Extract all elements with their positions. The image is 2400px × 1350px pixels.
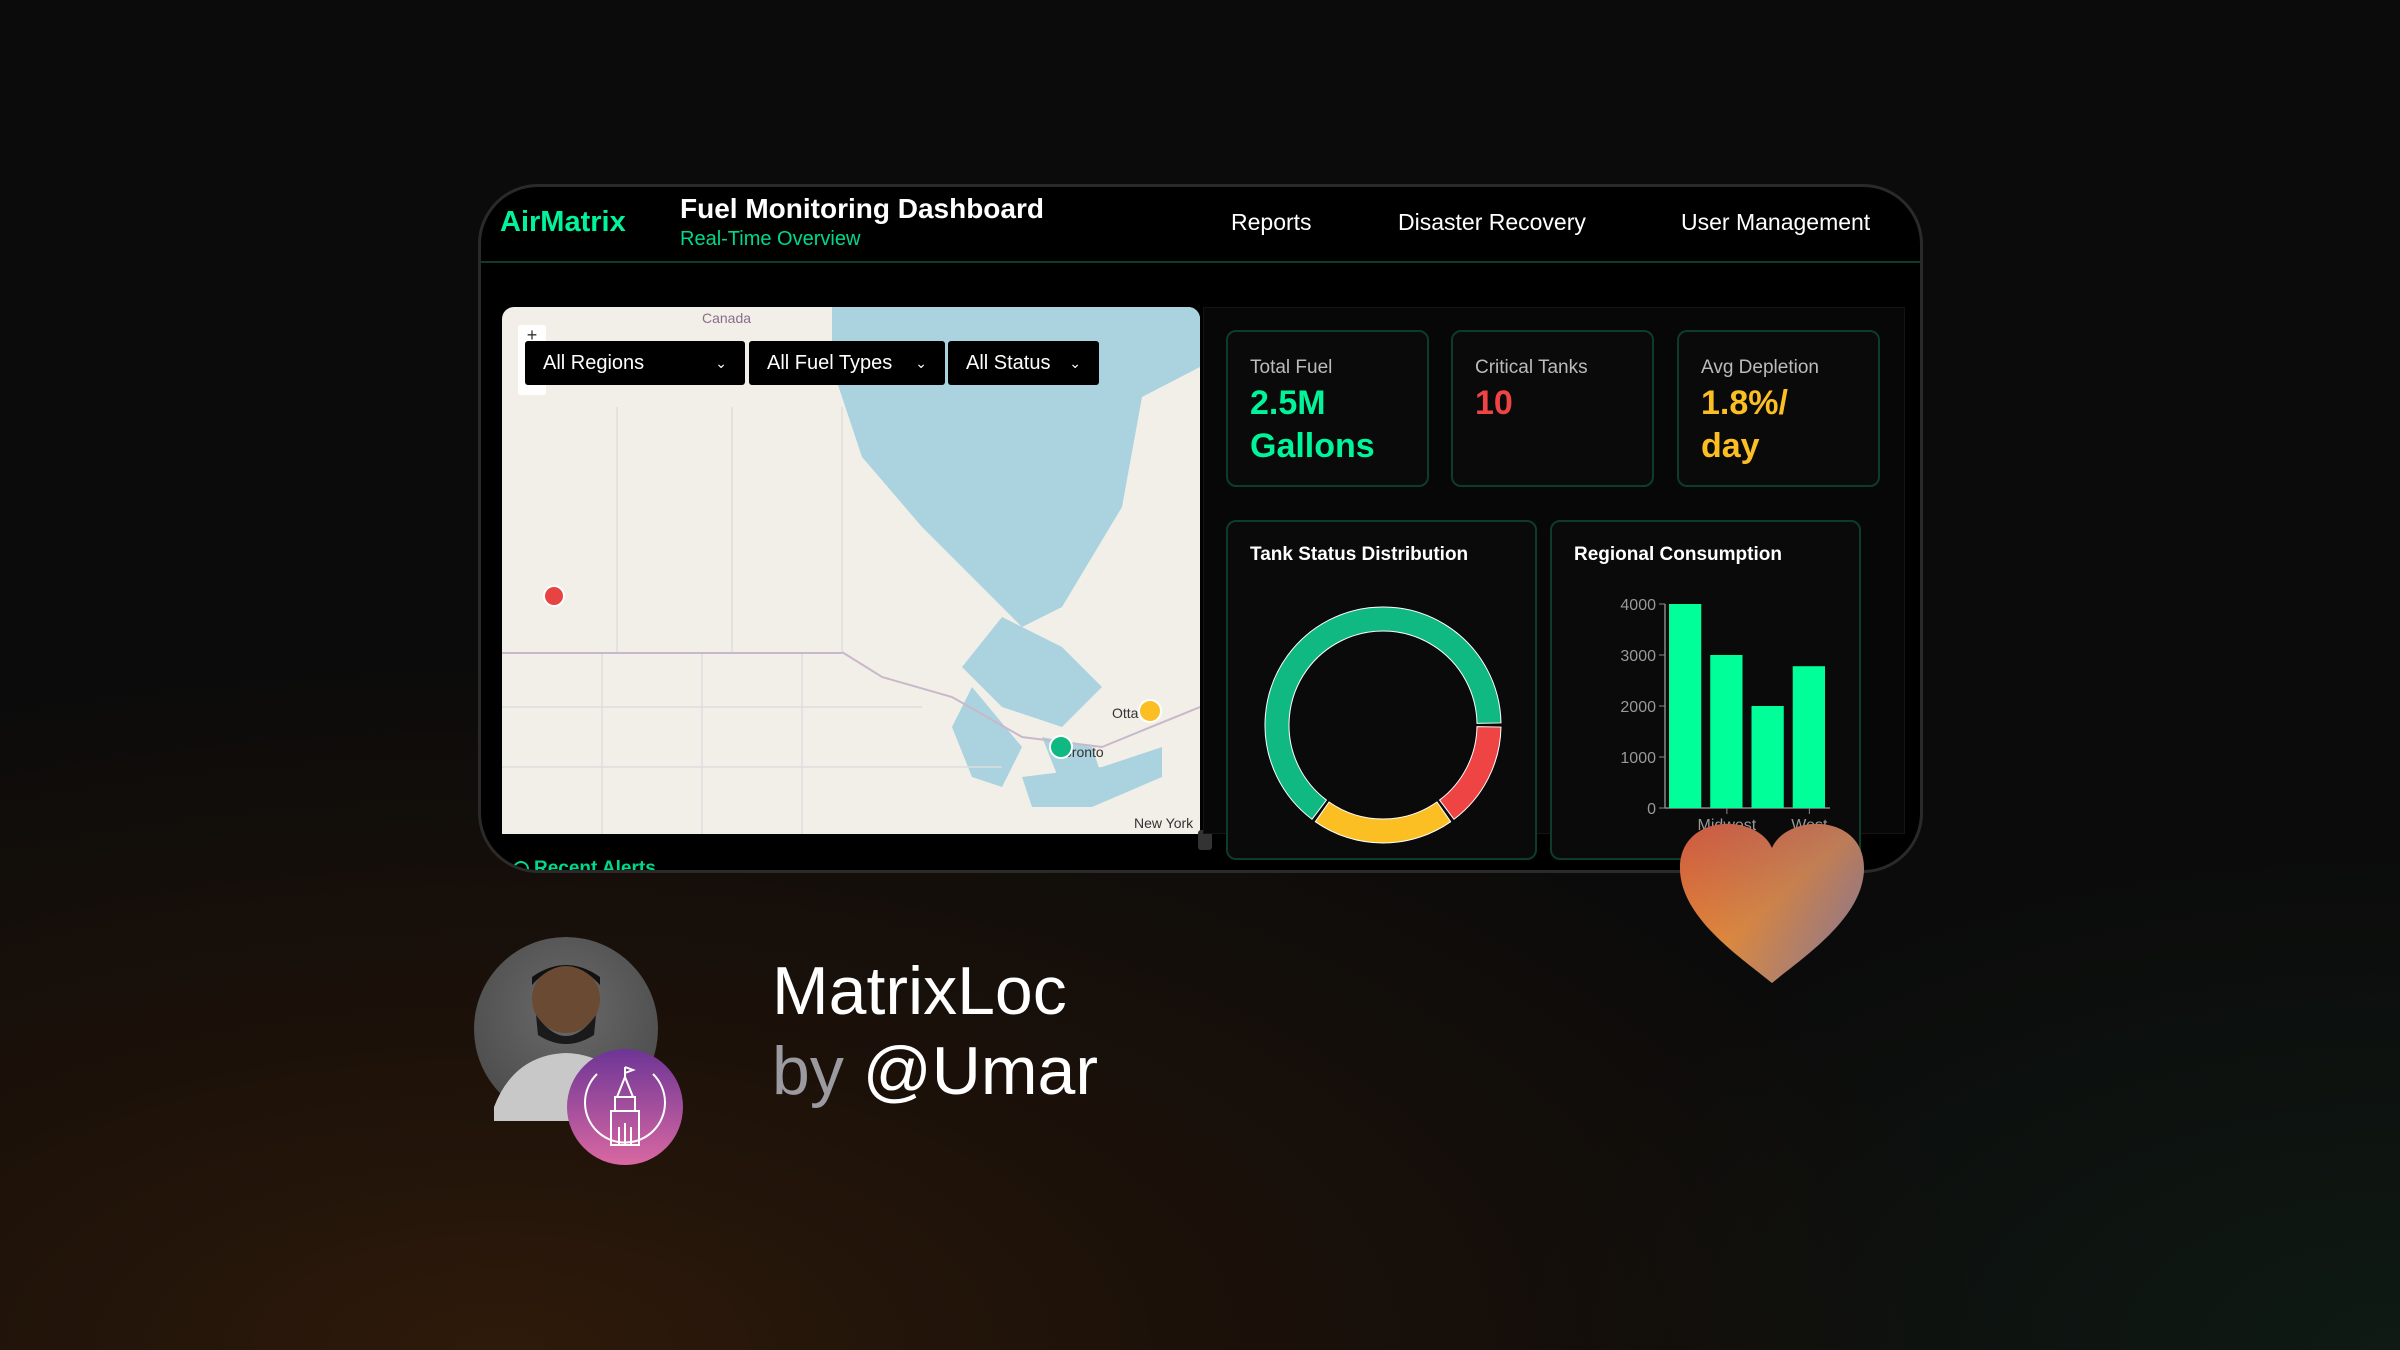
map-tiles bbox=[502, 307, 1200, 834]
status-select[interactable]: All Status ⌄ bbox=[948, 341, 1099, 385]
y-tick-label: 1000 bbox=[1620, 750, 1656, 767]
stat-value: 2.5M Gallons bbox=[1250, 384, 1375, 465]
logo[interactable]: AirMatrix bbox=[500, 206, 626, 238]
author-line: by @Umar bbox=[772, 1032, 1098, 1110]
map-label-city: New York bbox=[1134, 815, 1194, 831]
chevron-down-icon: ⌄ bbox=[715, 354, 727, 371]
tower-logo-badge bbox=[567, 1049, 683, 1165]
map-marker[interactable] bbox=[1049, 735, 1073, 759]
stat-card-critical-tanks: Critical Tanks 10 bbox=[1451, 330, 1654, 487]
stat-value: 1.8%/ day bbox=[1701, 384, 1788, 465]
tower-icon bbox=[584, 1066, 666, 1146]
bar[interactable] bbox=[1751, 706, 1784, 808]
stat-card-avg-depletion: Avg Depletion 1.8%/ day bbox=[1677, 330, 1880, 487]
project-name: MatrixLoc bbox=[772, 953, 1067, 1029]
heart-icon bbox=[1680, 823, 1864, 983]
dashboard-window: AirMatrix Fuel Monitoring Dashboard Real… bbox=[478, 184, 1923, 873]
donut-slice[interactable] bbox=[1438, 726, 1502, 820]
stats-panel: Total Fuel 2.5M Gallons Critical Tanks 1… bbox=[1203, 307, 1905, 860]
regional-consumption-card: Regional Consumption 01000200030004000Mi… bbox=[1550, 520, 1861, 860]
chevron-down-icon: ⌄ bbox=[915, 354, 927, 371]
donut-slice[interactable] bbox=[1264, 606, 1502, 820]
bar[interactable] bbox=[1710, 655, 1743, 808]
stat-label: Total Fuel bbox=[1250, 357, 1333, 378]
fuel-type-select[interactable]: All Fuel Types ⌄ bbox=[749, 341, 945, 385]
y-tick-label: 0 bbox=[1647, 801, 1656, 818]
stat-label: Critical Tanks bbox=[1475, 357, 1588, 378]
page-subtitle: Real-Time Overview bbox=[680, 228, 861, 250]
map-label-country: Canada bbox=[702, 310, 752, 326]
select-value: All Status bbox=[966, 351, 1051, 374]
select-value: All Fuel Types bbox=[767, 351, 893, 374]
nav-reports[interactable]: Reports bbox=[1231, 209, 1312, 235]
header: AirMatrix Fuel Monitoring Dashboard Real… bbox=[481, 187, 1920, 263]
donut-slice[interactable] bbox=[1314, 801, 1452, 844]
recent-alerts-heading: Recent Alerts bbox=[534, 858, 656, 873]
y-tick-label: 3000 bbox=[1620, 648, 1656, 665]
page-title: Fuel Monitoring Dashboard bbox=[680, 193, 1044, 224]
stat-card-total-fuel: Total Fuel 2.5M Gallons bbox=[1226, 330, 1429, 487]
bar-chart: 01000200030004000MidwestWest bbox=[1620, 597, 1830, 834]
donut-chart bbox=[1264, 606, 1502, 844]
map-marker[interactable] bbox=[543, 585, 565, 607]
region-select[interactable]: All Regions ⌄ bbox=[525, 341, 745, 385]
bar[interactable] bbox=[1669, 604, 1702, 808]
stat-label: Avg Depletion bbox=[1701, 357, 1819, 378]
chevron-down-icon: ⌄ bbox=[1069, 354, 1081, 371]
map[interactable]: Canada Ottawa Toronto New York + All Reg… bbox=[502, 307, 1200, 834]
chart-title: Tank Status Distribution bbox=[1250, 544, 1469, 565]
map-marker[interactable] bbox=[1138, 699, 1162, 723]
nav-user-management[interactable]: User Management bbox=[1681, 209, 1871, 235]
author-handle[interactable]: @Umar bbox=[862, 1033, 1098, 1109]
select-value: All Regions bbox=[543, 351, 645, 374]
y-tick-label: 4000 bbox=[1620, 597, 1656, 614]
y-tick-label: 2000 bbox=[1620, 699, 1656, 716]
alert-icon bbox=[513, 861, 529, 870]
by-label: by bbox=[772, 1033, 844, 1109]
chart-title: Regional Consumption bbox=[1574, 544, 1782, 565]
tank-status-card: Tank Status Distribution bbox=[1226, 520, 1537, 860]
resize-handle[interactable] bbox=[1198, 830, 1212, 850]
bar[interactable] bbox=[1792, 666, 1825, 808]
nav-disaster-recovery[interactable]: Disaster Recovery bbox=[1398, 209, 1586, 235]
stat-value: 10 bbox=[1475, 384, 1513, 422]
